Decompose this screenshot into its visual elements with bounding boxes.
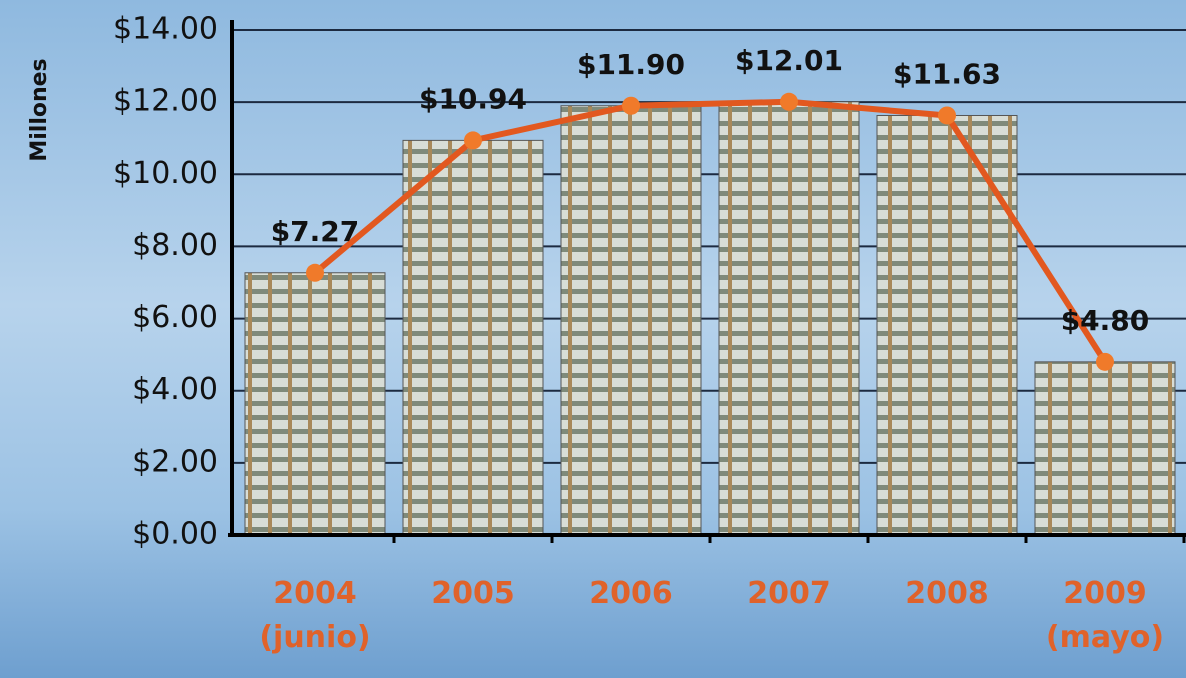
x-tick-label: 2005 (431, 576, 515, 611)
y-tick-label: $12.00 (113, 84, 218, 119)
money-stack (1034, 361, 1176, 536)
y-tick-label: $10.00 (113, 156, 218, 191)
x-tick-label: 2004 (junio) (259, 576, 371, 655)
point (938, 106, 956, 125)
point (1096, 352, 1114, 371)
x-tick-label: 2007 (747, 576, 831, 611)
y-tick-label: $2.00 (132, 444, 218, 479)
data-label: $11.90 (577, 48, 685, 81)
point (464, 131, 482, 150)
y-tick-label: $14.00 (113, 12, 218, 47)
y-tick-label: $8.00 (132, 228, 218, 263)
y-tick-label: $4.00 (132, 372, 218, 407)
y-tick-label: $0.00 (132, 517, 218, 552)
money-stack (244, 272, 386, 536)
money-stack (718, 101, 860, 536)
x-tick-label: 2008 (905, 576, 989, 611)
y-axis-label: Millones (27, 58, 52, 161)
x-tick-label: 2006 (589, 576, 673, 611)
x-tick-label: 2009 (mayo) (1045, 576, 1165, 655)
point (306, 263, 324, 282)
y-tick-label: $6.00 (132, 300, 218, 335)
data-label: $7.27 (271, 215, 360, 248)
money-stack (560, 105, 702, 536)
data-label: $4.80 (1061, 304, 1150, 337)
point (780, 92, 798, 111)
data-label: $12.01 (735, 44, 843, 77)
data-label: $11.63 (893, 57, 1001, 90)
line (313, 98, 1108, 364)
money-stack (402, 139, 544, 536)
point (622, 96, 640, 115)
money-stack (876, 114, 1018, 536)
data-label: $10.94 (419, 82, 527, 115)
